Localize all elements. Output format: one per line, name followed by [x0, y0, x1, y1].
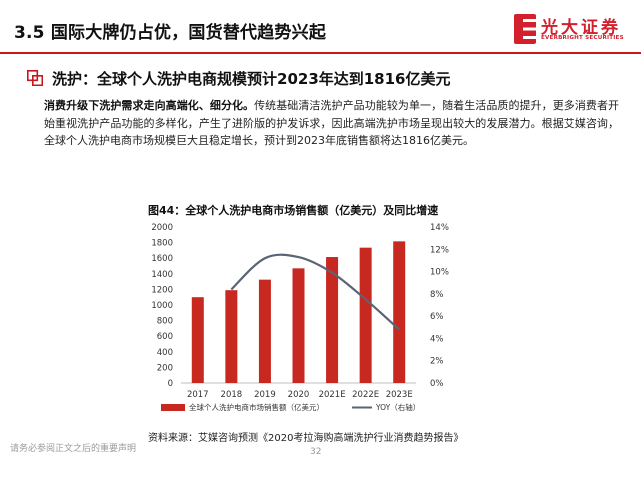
x-tick-label: 2018	[221, 390, 243, 400]
y-left-tick-label: 400	[157, 348, 173, 358]
bar	[292, 268, 305, 383]
x-tick-label: 2019	[254, 390, 276, 400]
y-right-tick-label: 14%	[430, 223, 449, 233]
paragraph-body: 传统基础清洁洗护产品功能较为单一，随着生活品质的提升，更多消费者开始重视洗护产品…	[44, 99, 620, 147]
y-left-tick-label: 1600	[151, 254, 173, 264]
y-left-tick-label: 1200	[151, 285, 173, 295]
y-right-tick-label: 10%	[430, 268, 449, 278]
footer-disclaimer: 请务必参阅正文之后的重要声明	[10, 444, 137, 454]
sales-chart: 0 200 400 600 800 1000 1200 1400 1600 1800 2000 0% 2…	[151, 223, 449, 412]
bar	[258, 279, 271, 383]
y-right-tick-label: 12%	[430, 245, 449, 255]
y-left-tick-label: 200	[157, 363, 173, 373]
y-left-tick-label: 1400	[151, 270, 173, 280]
slide-title: 3.5 国际大牌仍占优，国货替代趋势兴起	[14, 23, 327, 43]
y-left-tick-label: 1000	[151, 301, 173, 311]
company-logo: 光大证券 EVERBRIGHT SECURITIES	[514, 12, 634, 48]
header-rule	[0, 52, 641, 54]
x-tick-label: 2022E	[352, 390, 379, 400]
x-tick-label: 2023E	[386, 390, 413, 400]
logo-mark-icon	[514, 14, 536, 44]
yoy-line	[230, 253, 400, 331]
y-left-tick-label: 1800	[151, 239, 173, 249]
y-right-tick-label: 4%	[430, 334, 444, 344]
y-right-tick-label: 2%	[430, 357, 444, 367]
bar	[393, 241, 406, 383]
y-left-tick-label: 0	[168, 379, 173, 389]
y-right-tick-label: 8%	[430, 290, 444, 300]
y-right-tick-label: 6%	[430, 312, 444, 322]
chart-caption: 图44：全球个人洗护电商市场销售额（亿美元）及同比增速	[148, 204, 439, 217]
source-note: 资料来源：艾媒咨询预测《2020考拉海购高端洗护行业消费趋势报告》	[148, 433, 464, 444]
y-right-tick-label: 0%	[430, 379, 444, 389]
logo-name: 光大证券	[541, 18, 621, 38]
legend-bar-swatch	[161, 404, 185, 411]
x-tick-label: 2017	[187, 390, 209, 400]
section-bullet-icon	[27, 70, 43, 86]
body-paragraph: 消费升级下洗护需求走向高端化、细分化。传统基础清洁洗护产品功能较为单一，随着生活…	[44, 97, 619, 150]
section-title: 洗护：全球个人洗护电商规模预计2023年达到1816亿美元	[52, 70, 451, 88]
x-tick-label: 2021E	[319, 390, 346, 400]
y-left-tick-label: 600	[157, 332, 173, 342]
bar	[359, 247, 372, 383]
paragraph-lead: 消费升级下洗护需求走向高端化、细分化。	[44, 99, 255, 112]
logo-english-name: EVERBRIGHT SECURITIES	[541, 35, 624, 41]
legend-line-label: YOY（右轴）	[375, 402, 420, 412]
bar	[326, 257, 339, 383]
page-number: 32	[310, 447, 322, 457]
bar	[225, 290, 238, 383]
legend-bar-label: 全球个人洗护电商市场销售额（亿美元）	[189, 402, 324, 412]
y-left-tick-label: 800	[157, 317, 173, 327]
bar	[191, 297, 204, 383]
x-tick-label: 2020	[288, 390, 310, 400]
y-left-tick-label: 2000	[151, 223, 173, 233]
